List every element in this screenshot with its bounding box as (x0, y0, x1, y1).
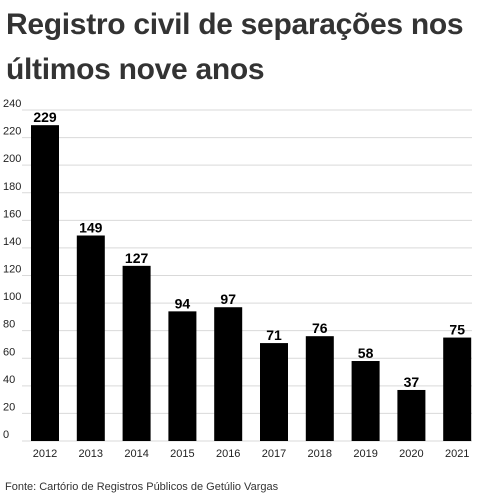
x-axis: 2012 2013 2014 2015 2016 2017 2018 2019 2020 2021 (33, 448, 470, 460)
bar (351, 361, 380, 441)
y-tick-label: 160 (3, 208, 21, 220)
y-tick-label: 20 (3, 401, 15, 413)
x-tick-label: 2020 (399, 448, 423, 460)
data-label: 58 (358, 345, 374, 361)
y-tick-label: 80 (3, 319, 15, 331)
bar (260, 343, 288, 441)
data-label: 229 (33, 109, 57, 125)
source-note: Fonte: Cartório de Registros Públicos de… (5, 481, 279, 493)
bar (122, 265, 151, 441)
y-tick-label: 60 (3, 346, 15, 358)
data-label: 71 (266, 327, 282, 343)
bar (31, 125, 59, 441)
bar (305, 336, 334, 441)
y-tick-label: 240 (3, 98, 21, 110)
chart-title: Registro civil de separações nos últimos… (6, 8, 464, 86)
y-tick-label: 140 (3, 236, 21, 248)
x-tick-label: 2018 (308, 448, 332, 460)
data-labels: 229 149 127 94 97 71 76 58 37 75 (33, 109, 465, 390)
x-tick-label: 2017 (262, 448, 286, 460)
data-label: 127 (125, 250, 149, 266)
y-tick-label: 200 (3, 153, 21, 165)
y-tick-label: 40 (3, 374, 15, 386)
y-tick-label: 180 (3, 181, 21, 193)
y-tick-label: 100 (3, 291, 21, 303)
data-label: 75 (449, 322, 465, 338)
x-tick-label: 2013 (79, 448, 103, 460)
bar (76, 235, 105, 441)
data-label: 37 (404, 374, 420, 390)
x-tick-label: 2014 (124, 448, 148, 460)
x-tick-label: 2021 (445, 448, 469, 460)
bar-chart: 0 20 40 60 80 100 120 140 160 180 200 220 240 229 149… (3, 98, 472, 460)
bar (214, 307, 243, 441)
data-label: 97 (220, 291, 236, 307)
x-tick-label: 2012 (33, 448, 57, 460)
y-tick-label: 120 (3, 264, 21, 276)
data-label: 94 (175, 295, 191, 311)
y-tick-label: 0 (3, 429, 9, 441)
data-label: 76 (312, 320, 328, 336)
bar (397, 389, 426, 441)
bar (443, 337, 472, 441)
y-tick-label: 220 (3, 126, 21, 138)
data-label: 149 (79, 220, 103, 236)
x-tick-label: 2016 (216, 448, 240, 460)
y-axis: 0 20 40 60 80 100 120 140 160 180 200 220 240 (3, 98, 21, 441)
bars (31, 125, 472, 441)
bar (168, 311, 197, 441)
x-tick-label: 2015 (170, 448, 194, 460)
x-tick-label: 2019 (353, 448, 377, 460)
